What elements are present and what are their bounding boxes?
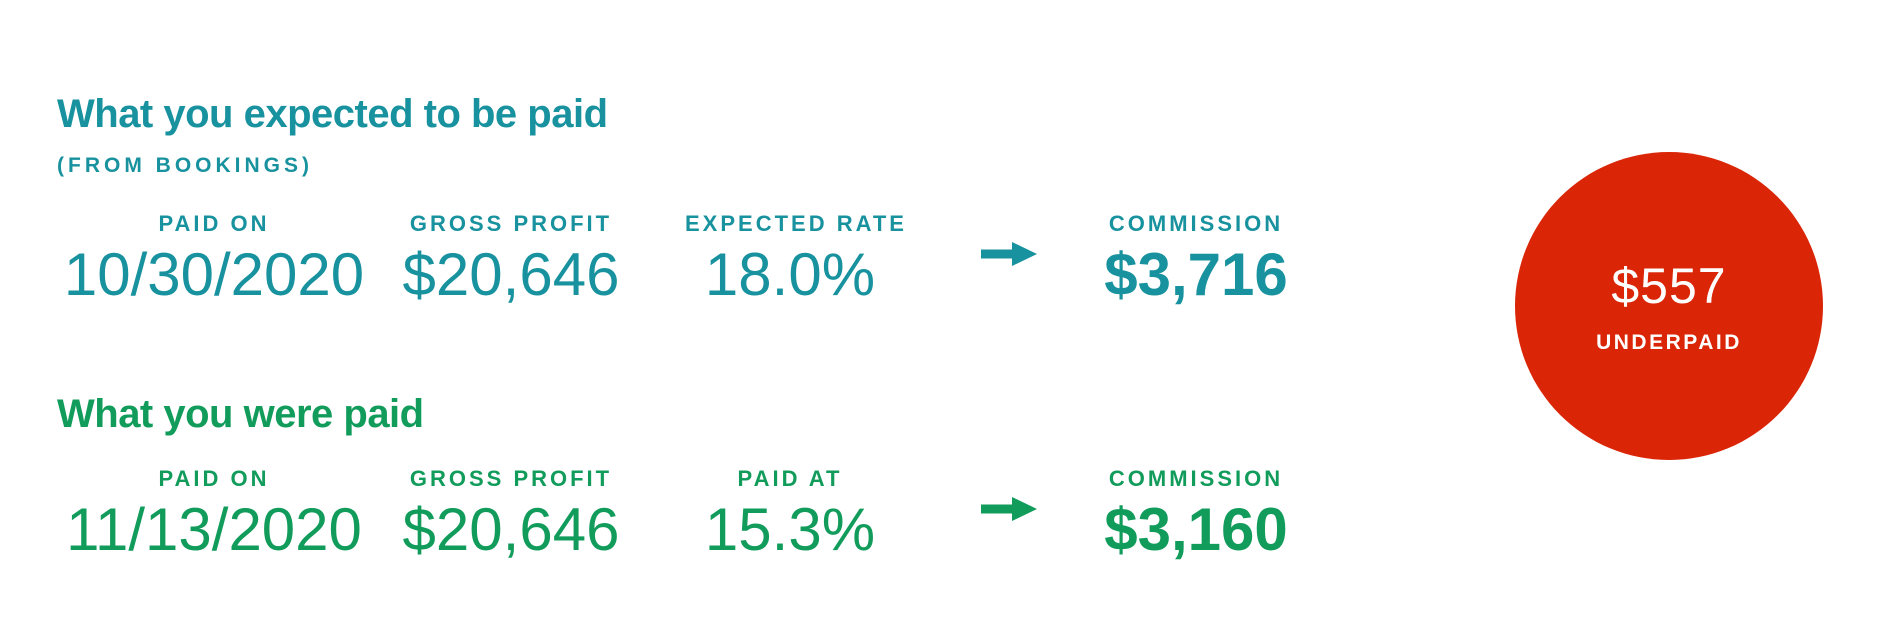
paid-commission-cell: COMMISSION $3,160: [1076, 466, 1316, 561]
paid-rate-value: 15.3%: [704, 496, 876, 563]
expected-section-title: What you expected to be paid: [57, 92, 608, 136]
expected-paid-on-cell: PAID ON 10/30/2020: [54, 211, 374, 306]
underpaid-badge: $557 UNDERPAID: [1515, 152, 1823, 460]
expected-commission-cell: COMMISSION $3,716: [1076, 211, 1316, 306]
expected-rate-cell: EXPECTED RATE 18.0%: [685, 211, 907, 308]
expected-paid-on-label: PAID ON: [158, 211, 270, 236]
expected-gross-profit-label: GROSS PROFIT: [409, 211, 613, 236]
paid-commission-value: $3,160: [1104, 496, 1288, 563]
paid-gross-profit-cell: GROSS PROFIT $20,646: [391, 466, 631, 561]
paid-rate-label: PAID AT: [737, 466, 843, 491]
expected-commission-label: COMMISSION: [1108, 211, 1284, 236]
paid-commission-label: COMMISSION: [1108, 466, 1284, 491]
underpaid-amount: $557: [1611, 258, 1727, 314]
paid-gross-profit-value: $20,646: [402, 496, 620, 563]
expected-gross-profit-value: $20,646: [402, 241, 620, 308]
expected-section-subtitle: (FROM BOOKINGS): [57, 154, 313, 177]
right-arrow-icon: [981, 497, 1037, 521]
expected-paid-on-value: 10/30/2020: [63, 241, 365, 308]
paid-paid-on-label: PAID ON: [158, 466, 270, 491]
expected-commission-value: $3,716: [1104, 241, 1288, 308]
paid-paid-on-value: 11/13/2020: [66, 496, 362, 563]
paid-paid-on-cell: PAID ON 11/13/2020: [54, 466, 374, 561]
expected-rate-label: EXPECTED RATE: [685, 211, 907, 236]
paid-gross-profit-label: GROSS PROFIT: [409, 466, 613, 491]
paid-rate-cell: PAID AT 15.3%: [685, 466, 895, 561]
right-arrow-icon: [981, 242, 1037, 266]
underpaid-status-label: UNDERPAID: [1596, 331, 1742, 354]
paid-section-title: What you were paid: [57, 392, 424, 436]
expected-rate-value: 18.0%: [704, 241, 876, 308]
expected-gross-profit-cell: GROSS PROFIT $20,646: [391, 211, 631, 306]
